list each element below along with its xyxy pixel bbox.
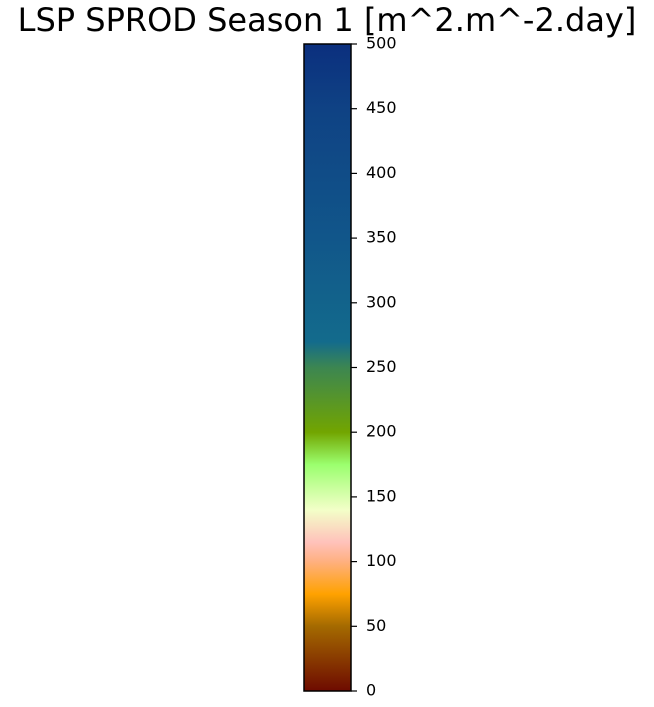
tick-label-50: 50 (366, 616, 386, 635)
colorbar-ticks: 0 50 100 150 200 250 300 350 400 450 500 (351, 34, 397, 700)
tick-label-450: 450 (366, 98, 397, 117)
tick-label-400: 400 (366, 163, 397, 182)
chart-title: LSP SPROD Season 1 [m^2.m^-2.day] (17, 1, 637, 39)
colorbar-gradient (304, 44, 351, 691)
tick-label-200: 200 (366, 422, 397, 441)
tick-label-300: 300 (366, 292, 397, 311)
tick-label-150: 150 (366, 486, 397, 505)
tick-label-100: 100 (366, 551, 397, 570)
tick-label-500: 500 (366, 34, 397, 53)
tick-label-350: 350 (366, 228, 397, 247)
tick-label-250: 250 (366, 357, 397, 376)
tick-label-0: 0 (366, 681, 376, 700)
